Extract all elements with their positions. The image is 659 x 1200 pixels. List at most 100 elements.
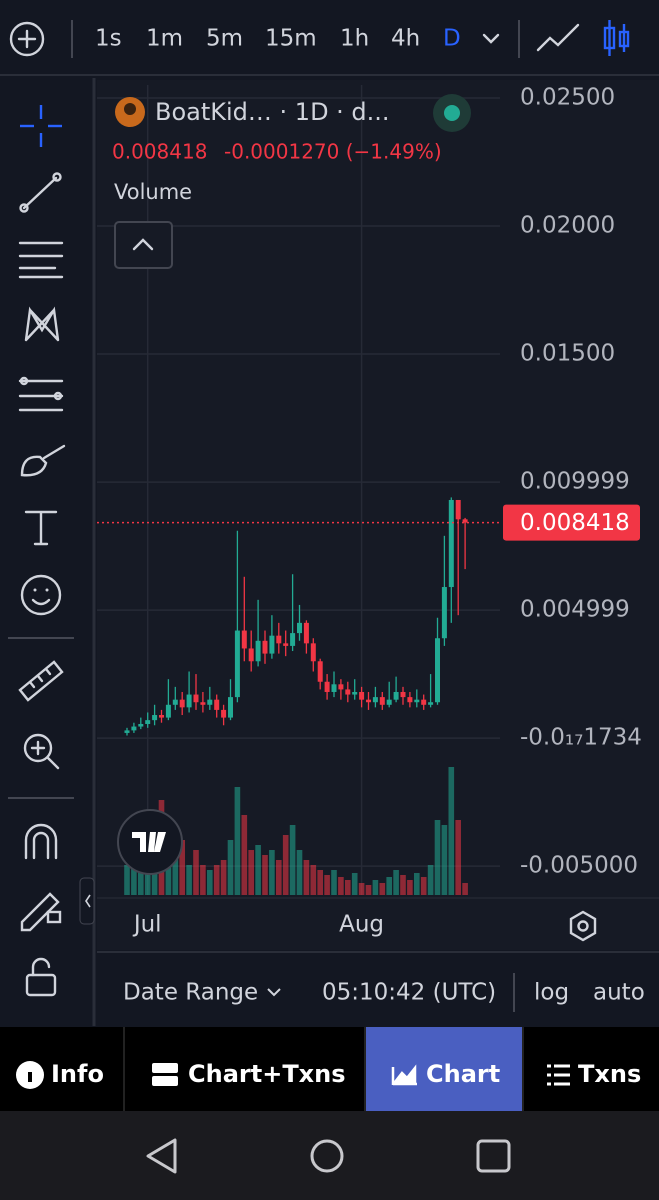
list-icon bbox=[554, 1064, 570, 1068]
list-icon bbox=[547, 1064, 551, 1068]
tab-label[interactable]: Info bbox=[51, 1060, 104, 1088]
tab[interactable] bbox=[523, 1027, 659, 1111]
volume-bar bbox=[379, 883, 386, 895]
indicator-label: Volume bbox=[114, 180, 192, 204]
candle-body bbox=[338, 684, 344, 690]
tab-bar: Info Chart+Txns Chart Txns bbox=[0, 1027, 659, 1111]
forecast-tool[interactable] bbox=[18, 376, 64, 412]
interval-button[interactable]: 5m bbox=[206, 26, 243, 52]
volume-bar bbox=[310, 865, 317, 895]
volume-bar bbox=[255, 845, 261, 895]
tab[interactable] bbox=[365, 1027, 523, 1111]
candle-body bbox=[448, 499, 454, 588]
tab-label[interactable]: Txns bbox=[578, 1060, 641, 1088]
lock-tool[interactable] bbox=[25, 957, 57, 997]
candle-body bbox=[435, 638, 440, 703]
add-button[interactable] bbox=[9, 21, 45, 57]
volume-bar bbox=[213, 865, 220, 895]
toolbar-toggle[interactable] bbox=[79, 877, 95, 925]
price-tag bbox=[503, 504, 640, 541]
candle-body bbox=[152, 715, 158, 721]
volume-bar bbox=[414, 873, 420, 895]
lock-draw-tool[interactable] bbox=[20, 892, 62, 932]
status-indicator bbox=[433, 94, 471, 132]
fib-tool[interactable] bbox=[18, 241, 64, 279]
recents-button[interactable] bbox=[476, 1139, 511, 1173]
x-tick-label: Aug bbox=[339, 912, 384, 938]
volume-bar bbox=[200, 865, 206, 895]
candle-body bbox=[228, 697, 233, 718]
volume-bar bbox=[138, 870, 144, 895]
volume-bar bbox=[269, 850, 275, 895]
brush-tool[interactable] bbox=[20, 444, 66, 477]
crosshair-tool[interactable] bbox=[20, 105, 62, 147]
log-toggle[interactable]: log bbox=[534, 980, 569, 1006]
symbol-logo bbox=[115, 97, 145, 127]
volume-bar bbox=[400, 875, 406, 895]
interval-button[interactable]: 4h bbox=[391, 26, 420, 52]
candle-body bbox=[324, 681, 330, 692]
split-icon bbox=[152, 1076, 178, 1086]
volume-bar bbox=[427, 865, 434, 895]
volume-bar bbox=[193, 850, 199, 895]
volume-bar bbox=[289, 825, 296, 895]
interval-button[interactable]: 1h bbox=[340, 26, 369, 52]
candle-body bbox=[428, 702, 434, 705]
candle-body bbox=[248, 648, 254, 662]
volume-bar bbox=[165, 860, 172, 895]
candle-body bbox=[241, 630, 247, 649]
interval-button[interactable]: 15m bbox=[265, 26, 317, 52]
line-chart-button[interactable] bbox=[536, 23, 580, 52]
candle-chart-button[interactable] bbox=[603, 20, 630, 56]
back-button[interactable] bbox=[146, 1138, 177, 1174]
volume-bar bbox=[207, 870, 213, 895]
candle-body bbox=[214, 699, 220, 710]
text-tool[interactable] bbox=[24, 510, 58, 546]
pattern-tool[interactable] bbox=[24, 306, 60, 342]
volume-bar bbox=[420, 877, 427, 895]
trend-line-tool[interactable] bbox=[19, 172, 62, 213]
emoji-tool[interactable] bbox=[20, 574, 62, 616]
volume-bar bbox=[372, 880, 379, 895]
interval-button[interactable]: D bbox=[443, 26, 461, 52]
interval-group: 1s 1m 5m 15m 1h 4h D bbox=[95, 26, 461, 52]
candle-body bbox=[186, 694, 192, 708]
volume-bar bbox=[241, 815, 248, 895]
candle-body bbox=[345, 689, 351, 695]
candle-body bbox=[172, 699, 178, 705]
y-tick-label: -0.005000 bbox=[520, 853, 638, 879]
volume-bar bbox=[248, 850, 254, 895]
volume-bar bbox=[448, 767, 455, 895]
candle-body bbox=[386, 699, 392, 705]
plot: 0.02500 0.02000 0.01500 0.009999 0.004999 -0.… bbox=[97, 85, 642, 938]
candle-body bbox=[421, 699, 427, 705]
tab-label[interactable]: Chart bbox=[426, 1060, 500, 1088]
candle-body bbox=[414, 699, 420, 703]
interval-button[interactable]: 1m bbox=[146, 26, 183, 52]
volume-bar bbox=[317, 870, 323, 895]
volume-bar bbox=[303, 860, 310, 895]
home-button[interactable] bbox=[310, 1139, 344, 1173]
interval-dropdown[interactable] bbox=[482, 33, 500, 44]
ruler-tool[interactable] bbox=[18, 660, 64, 702]
settings-button[interactable] bbox=[569, 910, 597, 942]
volume-bar bbox=[172, 855, 179, 895]
zoom-tool[interactable] bbox=[23, 733, 60, 770]
candle-body bbox=[455, 499, 461, 520]
volume-bar bbox=[179, 840, 185, 895]
info-icon-bar bbox=[28, 1072, 32, 1082]
y-tick-label: 0.009999 bbox=[520, 469, 630, 495]
magnet-tool[interactable] bbox=[24, 823, 58, 860]
volume-bar bbox=[324, 875, 330, 895]
collapse-legend-button[interactable] bbox=[114, 221, 173, 269]
date-range-button[interactable]: Date Range bbox=[123, 980, 258, 1006]
interval-button[interactable]: 1s bbox=[95, 26, 122, 52]
volume-bar bbox=[144, 855, 151, 895]
tab-label[interactable]: Chart+Txns bbox=[188, 1060, 346, 1088]
auto-toggle[interactable]: auto bbox=[593, 980, 645, 1006]
volume-bar bbox=[386, 877, 392, 895]
volume-bar bbox=[441, 825, 448, 895]
chart-icon bbox=[391, 1064, 417, 1086]
candle-body bbox=[297, 622, 302, 634]
